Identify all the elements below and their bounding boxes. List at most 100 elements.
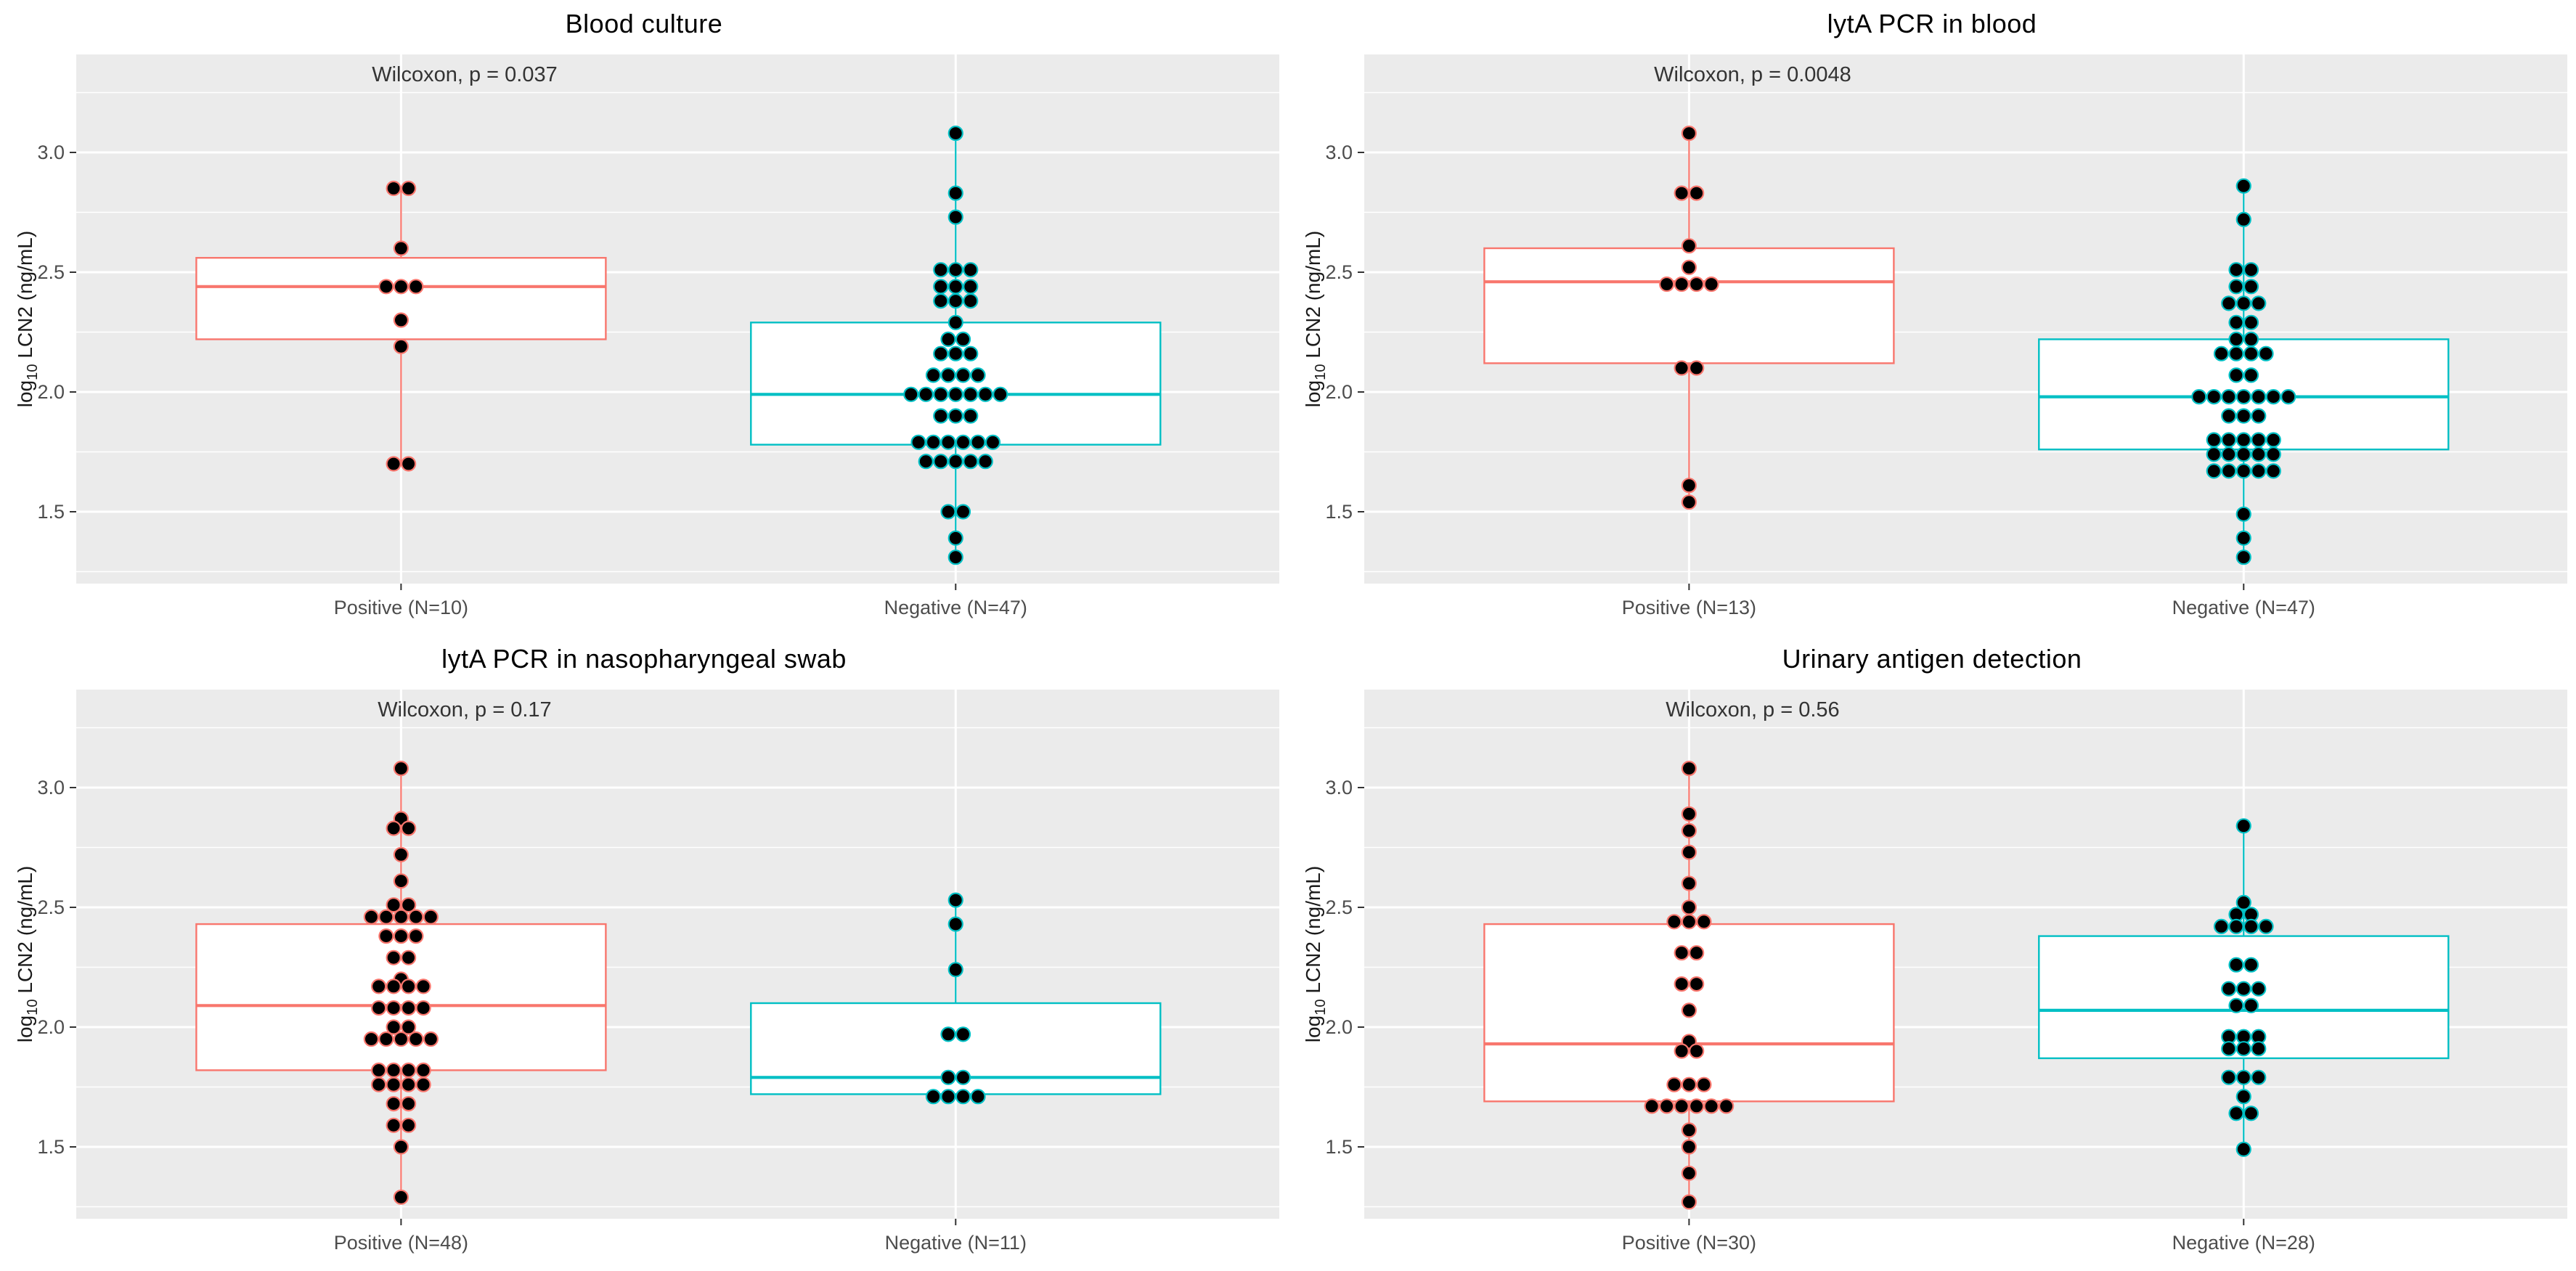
x-tick-label-positive: Positive (N=48) <box>334 1232 468 1254</box>
data-dot <box>955 1089 971 1105</box>
data-dot <box>2228 279 2244 295</box>
data-dot <box>963 279 979 295</box>
data-dot <box>940 1069 956 1085</box>
panel-title: lytA PCR in blood <box>1827 9 2037 38</box>
data-dot <box>1681 1122 1697 1138</box>
data-dot <box>947 454 963 470</box>
data-dot <box>2243 1106 2259 1121</box>
data-dot <box>1696 1076 1712 1092</box>
data-dot <box>393 1031 409 1047</box>
data-dot <box>2243 957 2259 973</box>
plot-blood-culture: 3.0 2.5 2.0 1.5 log10 LCN2 (ng/mL) Positive (… <box>14 54 1279 618</box>
data-dot <box>386 1117 402 1133</box>
data-dot <box>1681 875 1697 891</box>
data-dot <box>1719 1098 1735 1114</box>
x-tick-label-negative: Negative (N=11) <box>885 1232 1027 1254</box>
data-dot <box>2228 918 2244 934</box>
data-dot <box>1644 1098 1660 1114</box>
x-tick-label-negative: Negative (N=28) <box>2172 1232 2315 1254</box>
data-dot <box>1681 238 1697 254</box>
p-value-label: Wilcoxon, p = 0.037 <box>372 63 558 86</box>
y-axis-title: log10 LCN2 (ng/mL) <box>1302 866 1329 1042</box>
data-dot <box>408 909 424 925</box>
data-dot <box>925 434 942 450</box>
data-dot <box>2228 957 2244 973</box>
data-dot <box>2235 1089 2251 1105</box>
data-dot <box>2235 1141 2251 1157</box>
box-negative <box>750 322 1162 446</box>
dots-negative <box>925 892 986 1105</box>
data-dot <box>977 454 993 470</box>
data-dot <box>2258 346 2274 361</box>
data-dot <box>386 820 402 836</box>
data-dot <box>2251 408 2267 424</box>
data-dot <box>955 1069 971 1085</box>
data-dot <box>2243 279 2259 295</box>
y-tick-label: 2.0 <box>37 1016 65 1038</box>
data-dot <box>378 279 394 295</box>
data-dot <box>401 1000 417 1016</box>
data-dot <box>1659 1098 1675 1114</box>
data-dot <box>2221 295 2237 311</box>
data-dot <box>2206 463 2222 479</box>
data-dot <box>393 1139 409 1155</box>
data-dot <box>401 1117 417 1133</box>
data-dot <box>2251 1069 2267 1085</box>
y-tick-label: 3.0 <box>37 777 65 798</box>
data-dot <box>2228 1106 2244 1121</box>
data-dot <box>401 978 417 994</box>
y-axis-title: log10 LCN2 (ng/mL) <box>14 866 41 1042</box>
data-dot <box>401 820 417 836</box>
panel-title: Blood culture <box>565 9 723 38</box>
y-tick-label: 2.5 <box>1325 261 1353 283</box>
plot-lyta-pcr-blood: 3.0 2.5 2.0 1.5 log10 LCN2 (ng/mL) Positive (… <box>1302 54 2567 618</box>
data-dot <box>2235 446 2251 462</box>
dots-negative <box>903 126 1008 565</box>
data-dot <box>1681 1002 1697 1018</box>
data-dot <box>2221 981 2237 997</box>
data-dot <box>401 1019 417 1035</box>
data-dot <box>947 279 963 295</box>
data-dot <box>2206 446 2222 462</box>
data-dot <box>2281 388 2296 405</box>
data-dot <box>2221 1041 2237 1057</box>
data-dot <box>1681 478 1697 494</box>
data-dot <box>933 386 949 402</box>
panel-title: Urinary antigen detection <box>1782 644 2082 674</box>
data-dot <box>2221 408 2237 424</box>
data-dot <box>940 331 956 347</box>
x-tick-label-negative: Negative (N=47) <box>884 597 1027 618</box>
data-dot <box>1681 806 1697 822</box>
data-dot <box>378 909 394 925</box>
data-dot <box>947 126 963 142</box>
data-dot <box>2235 818 2251 834</box>
data-dot <box>393 279 409 295</box>
data-dot <box>918 386 934 402</box>
data-dot <box>2265 432 2281 448</box>
data-dot <box>1681 761 1697 777</box>
data-dot <box>2206 388 2222 405</box>
data-dot <box>933 454 949 470</box>
data-dot <box>940 504 956 520</box>
data-dot <box>363 909 379 925</box>
data-dot <box>947 408 963 424</box>
data-dot <box>386 1095 402 1112</box>
y-tick-label: 2.5 <box>37 896 65 918</box>
data-dot <box>1681 259 1697 275</box>
data-dot <box>401 1076 417 1092</box>
plot-lyta-pcr-nasopharyngeal: 3.0 2.5 2.0 1.5 log10 LCN2 (ng/mL) Positive (… <box>14 690 1279 1254</box>
data-dot <box>1681 494 1697 510</box>
data-dot <box>940 1089 956 1105</box>
data-dot <box>371 1062 387 1079</box>
dots-negative <box>2213 818 2274 1157</box>
data-dot <box>1674 976 1690 992</box>
data-dot <box>940 367 956 383</box>
data-dot <box>933 279 949 295</box>
data-dot <box>2251 1041 2267 1057</box>
data-dot <box>1703 1098 1719 1114</box>
p-value-label: Wilcoxon, p = 0.56 <box>1666 698 1839 722</box>
data-dot <box>1674 185 1690 201</box>
dots-positive <box>363 761 439 1205</box>
y-tick-label: 2.5 <box>37 261 65 283</box>
